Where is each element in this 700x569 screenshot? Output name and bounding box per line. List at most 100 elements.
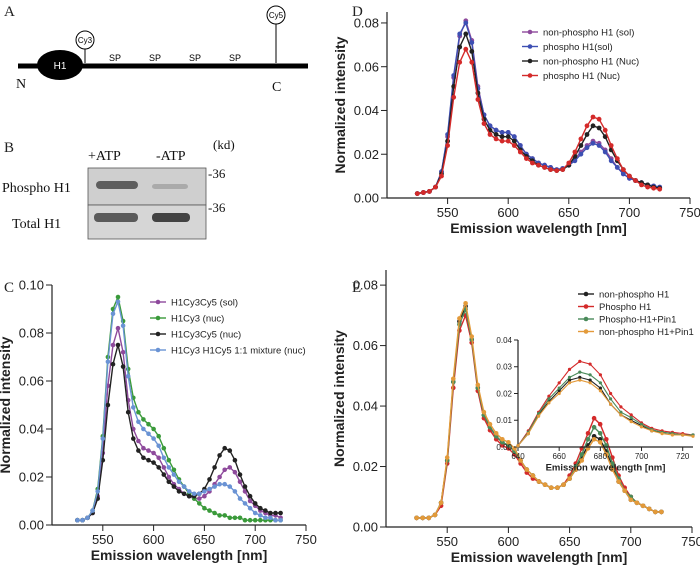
legend-label: H1Cy3Cy5 (nuc)	[171, 330, 241, 341]
data-point	[619, 413, 623, 417]
data-point	[481, 121, 487, 126]
data-point	[627, 173, 632, 179]
data-point	[547, 401, 551, 405]
x-axis-title: Emission wavelength [nm]	[450, 220, 627, 236]
y-tick-label: 0.00	[353, 520, 378, 535]
data-point	[100, 457, 106, 463]
data-point	[554, 168, 560, 174]
data-point	[258, 513, 263, 518]
x-tick-label: 750	[681, 534, 700, 549]
data-point	[156, 455, 161, 461]
data-point	[268, 510, 273, 516]
legend-label: non-phospho H1 (sol)	[543, 28, 634, 39]
data-point	[120, 323, 126, 329]
data-point	[156, 443, 161, 449]
data-point	[591, 424, 597, 430]
data-point	[557, 389, 561, 393]
data-point	[619, 405, 623, 409]
data-point	[608, 143, 614, 148]
x-axis-title: Emission wavelength [nm]	[451, 549, 628, 565]
data-point	[427, 189, 432, 194]
data-point	[115, 325, 121, 331]
legend-swatch-marker	[583, 329, 589, 334]
data-point	[186, 493, 192, 499]
data-point	[517, 149, 523, 155]
data-point	[156, 433, 161, 439]
data-point	[548, 167, 553, 173]
data-point	[634, 500, 640, 506]
data-point	[511, 134, 517, 140]
data-point	[557, 386, 561, 390]
data-point	[620, 171, 626, 177]
x-tick-label: 700	[244, 532, 266, 547]
data-point	[530, 473, 536, 478]
data-point	[469, 49, 475, 54]
data-point	[120, 349, 126, 355]
data-point	[141, 455, 146, 461]
data-point	[247, 505, 253, 511]
data-point	[524, 156, 529, 162]
data-point	[578, 375, 582, 379]
data-point	[469, 59, 475, 65]
legend-swatch-marker	[155, 331, 161, 337]
series-line	[517, 379, 694, 447]
data-point	[578, 136, 584, 142]
data-point	[171, 467, 177, 473]
data-point	[171, 484, 177, 489]
data-point	[457, 316, 462, 321]
data-point	[602, 134, 608, 140]
legend-swatch-marker	[527, 29, 533, 35]
data-point	[670, 433, 675, 437]
data-point	[602, 149, 608, 155]
data-point	[616, 479, 621, 484]
data-point	[629, 416, 633, 420]
data-point	[604, 452, 609, 457]
data-point	[619, 410, 623, 414]
data-point	[536, 479, 542, 484]
x-tick-label: 600	[498, 534, 520, 549]
data-point	[110, 342, 116, 348]
data-point	[232, 469, 238, 475]
data-point	[598, 373, 603, 377]
data-point	[481, 409, 487, 415]
x-tick-label: 550	[92, 532, 114, 547]
data-point	[237, 496, 243, 501]
data-point	[499, 134, 505, 140]
data-point	[451, 376, 456, 382]
data-point	[222, 467, 227, 473]
x-tick-label: 680	[594, 452, 608, 461]
data-point	[463, 31, 469, 37]
panel-letter-c: C	[4, 280, 14, 296]
data-point	[598, 389, 603, 393]
data-point	[278, 510, 283, 516]
data-point	[596, 143, 602, 148]
data-point	[660, 432, 664, 436]
sp-site-3: SP	[189, 53, 201, 63]
y-tick-label: 0.06	[19, 374, 44, 389]
data-point	[557, 381, 561, 385]
legend-swatch-marker	[527, 44, 533, 49]
data-point	[584, 123, 590, 129]
data-point	[596, 125, 602, 131]
data-point	[505, 134, 511, 140]
data-point	[227, 484, 233, 489]
data-point	[557, 391, 561, 396]
data-point	[493, 127, 499, 133]
data-point	[80, 517, 85, 523]
data-point	[197, 501, 202, 506]
data-point	[151, 450, 156, 456]
sp-site-2: SP	[149, 53, 161, 63]
chart-e: 0.00 0.02 0.04 0.06 0.08 550 600 650 700 750 Emiss…	[331, 270, 700, 565]
data-point	[131, 405, 136, 410]
panel-a: A H1 Cy3 Cy5 SP SP SP SP N C	[4, 4, 308, 95]
data-point	[475, 97, 481, 102]
data-point	[597, 421, 603, 427]
data-point	[252, 517, 258, 523]
data-point	[500, 437, 505, 442]
data-point	[444, 455, 450, 460]
data-point	[609, 391, 613, 396]
chart-c: 0.00 0.02 0.04 0.06 0.08 0.10 550 600 650 700 750 E…	[0, 278, 317, 563]
data-point	[542, 165, 547, 170]
data-point	[573, 467, 578, 472]
